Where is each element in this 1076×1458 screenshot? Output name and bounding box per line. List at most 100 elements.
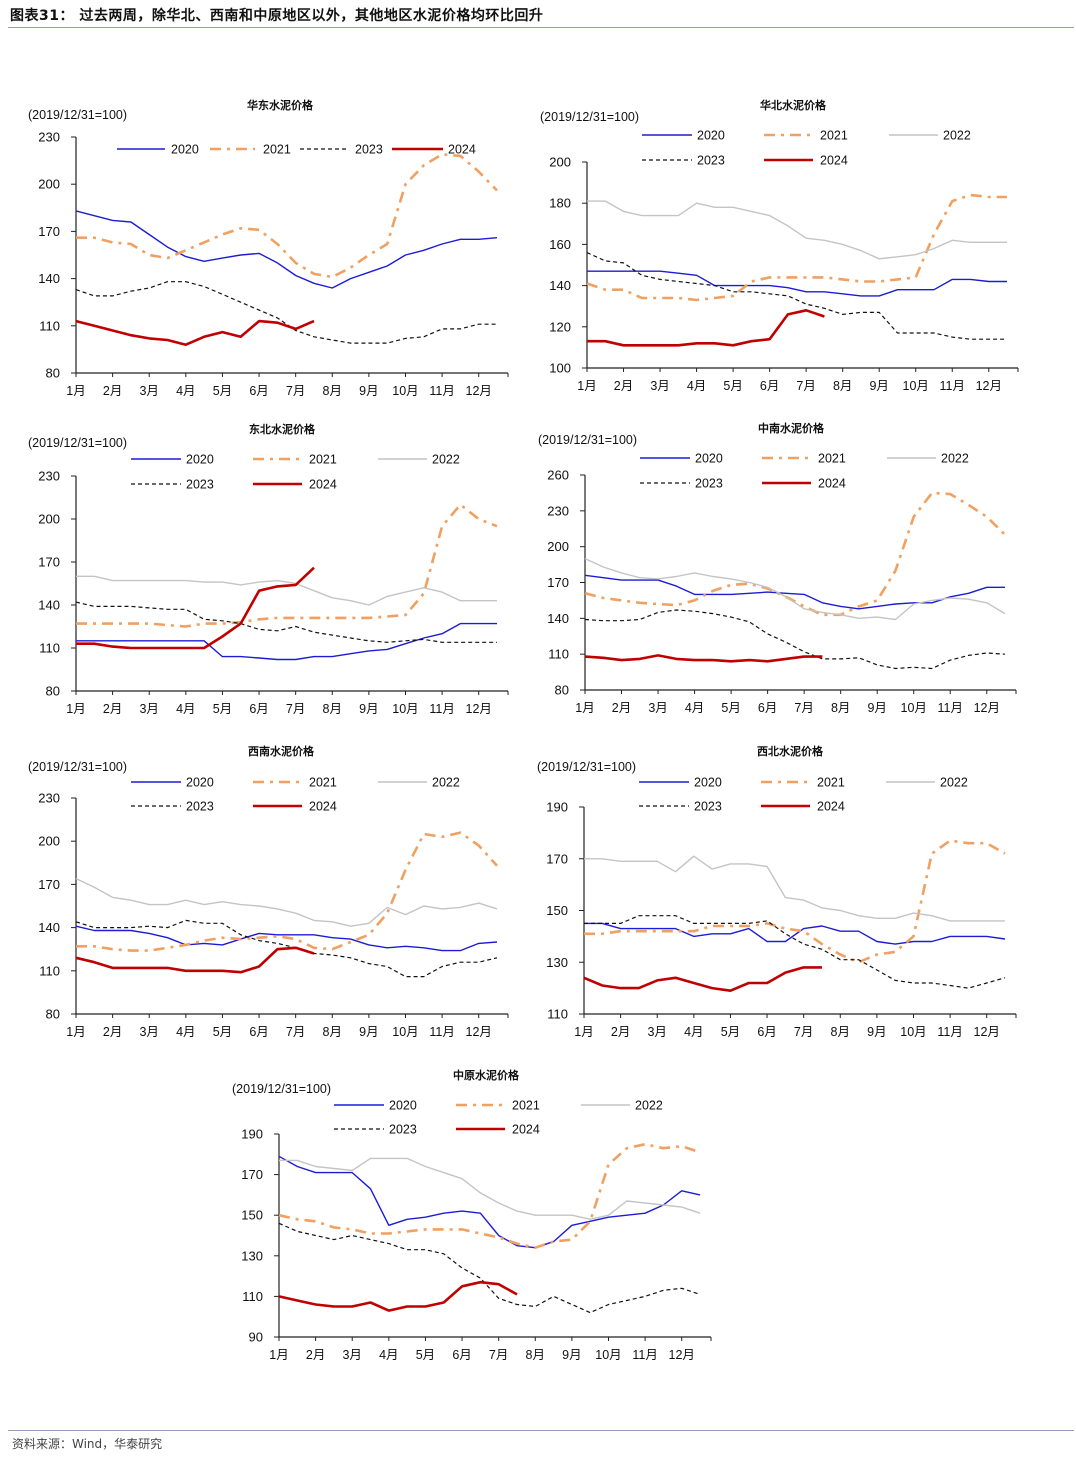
x-tick-label: 12月 [669,1348,695,1362]
series-line-2022 [279,1157,701,1221]
x-tick-label: 3月 [647,1025,666,1039]
x-tick-label: 2月 [614,379,633,393]
x-tick-label: 1月 [577,379,596,393]
legend-label: 2022 [432,776,460,790]
series-line-2024 [583,966,822,993]
unit-label: (2019/12/31=100) [28,108,127,122]
legend: 2020 2021 2022 2023 2024 [131,776,460,814]
x-tick-label: 5月 [416,1348,435,1362]
y-tick-label: 230 [38,469,60,484]
x-tick-label: 3月 [139,384,158,398]
x-tick-label: 9月 [359,384,378,398]
legend-label: 2021 [512,1099,540,1113]
series-line-2024 [76,566,315,650]
x-tick-label: 11月 [429,1025,454,1039]
series-line-2024 [75,946,315,974]
legend-label: 2023 [695,477,723,491]
series-line-2023 [586,252,1007,340]
x-tick-label: 10月 [900,1025,926,1039]
chart-panel-4: 中南水泥价格 (2019/12/31=100) 80 110 140 170 200 230 2… [538,421,1017,715]
y-tick-label: 110 [548,647,569,662]
x-tick-label: 9月 [359,1025,378,1039]
series-line-2020 [75,925,498,952]
legend-label: 2024 [309,478,337,492]
series-line-2021 [76,153,498,279]
series-line-2023 [584,609,1006,670]
x-tick-label: 9月 [359,702,378,716]
x-tick-label: 11月 [429,384,454,398]
series-line-2024 [587,308,825,347]
x-tick-label: 1月 [575,701,594,715]
x-tick-label: 6月 [757,1025,776,1039]
x-tick-label: 2月 [306,1348,325,1362]
chart-title: 中原水泥价格 [453,1068,520,1082]
series-line-2024 [75,319,315,347]
y-tick-label: 190 [546,800,568,815]
y-tick-label: 80 [46,684,60,699]
x-tick-label: 8月 [831,701,850,715]
x-tick-label: 10月 [392,384,418,398]
legend-label: 2024 [817,800,845,814]
x-tick-label: 10月 [595,1348,621,1362]
series-line-2021 [278,1142,701,1249]
series-line-2021 [76,503,498,628]
y-tick-label: 200 [38,512,60,527]
x-tick-label: 5月 [213,1025,232,1039]
legend-label: 2022 [432,453,460,467]
series-line-2024 [584,654,823,663]
y-tick-label: 140 [38,598,60,613]
y-tick-label: 180 [549,196,571,211]
legend-label: 2022 [941,452,969,466]
legend: 2020 2021 2022 2023 2024 [639,776,968,814]
x-tick-label: 7月 [489,1348,508,1362]
y-tick-label: 170 [38,224,60,239]
unit-label: (2019/12/31=100) [28,760,127,774]
y-tick-label: 200 [38,177,60,192]
y-tick-label: 260 [547,468,569,483]
x-tick-label: 5月 [721,1025,740,1039]
x-tick-label: 4月 [687,379,706,393]
legend-label: 2023 [697,154,725,168]
x-tick-label: 1月 [66,1025,85,1039]
y-tick-label: 200 [547,539,569,554]
series-line-2023 [75,919,498,978]
chart-title: 东北水泥价格 [249,422,316,436]
legend-label: 2020 [186,776,214,790]
x-tick-label: 2月 [103,1025,122,1039]
x-tick-label: 4月 [176,1025,195,1039]
unit-label: (2019/12/31=100) [28,436,127,450]
y-tick-label: 90 [249,1330,263,1345]
series-line-2023 [278,1222,701,1314]
legend-label: 2024 [309,800,337,814]
y-tick-label: 170 [547,575,569,590]
series-line-2023 [75,601,497,643]
series-line-2022 [75,877,498,927]
x-tick-label: 3月 [139,702,158,716]
y-tick-label: 80 [46,1007,60,1022]
legend-label: 2020 [389,1099,417,1113]
chart-panel-7: 中原水泥价格 (2019/12/31=100) 90 110 130 150 170 190 1… [232,1068,712,1362]
series-line-2020 [76,622,497,661]
x-tick-label: 11月 [940,379,965,393]
chart-title: 中南水泥价格 [758,421,825,435]
footer-divider [8,1430,1074,1431]
x-tick-label: 10月 [903,379,929,393]
x-tick-label: 2月 [103,702,122,716]
x-tick-label: 10月 [392,1025,418,1039]
x-tick-label: 4月 [685,701,704,715]
x-tick-label: 4月 [684,1025,703,1039]
x-tick-label: 8月 [831,1025,850,1039]
x-tick-label: 7月 [794,1025,813,1039]
legend-label: 2020 [186,453,214,467]
chart-title: 华北水泥价格 [760,98,827,112]
y-tick-label: 130 [546,955,568,970]
legend-label: 2024 [818,477,846,491]
x-tick-label: 3月 [650,379,669,393]
legend-label: 2023 [694,800,722,814]
header-divider [8,27,1074,28]
series-line-2024 [278,1280,518,1312]
legend: 2020 2021 2022 2023 2024 [640,452,969,491]
x-tick-label: 8月 [833,379,852,393]
series-line-2022 [584,557,1006,621]
legend-label: 2024 [820,154,848,168]
